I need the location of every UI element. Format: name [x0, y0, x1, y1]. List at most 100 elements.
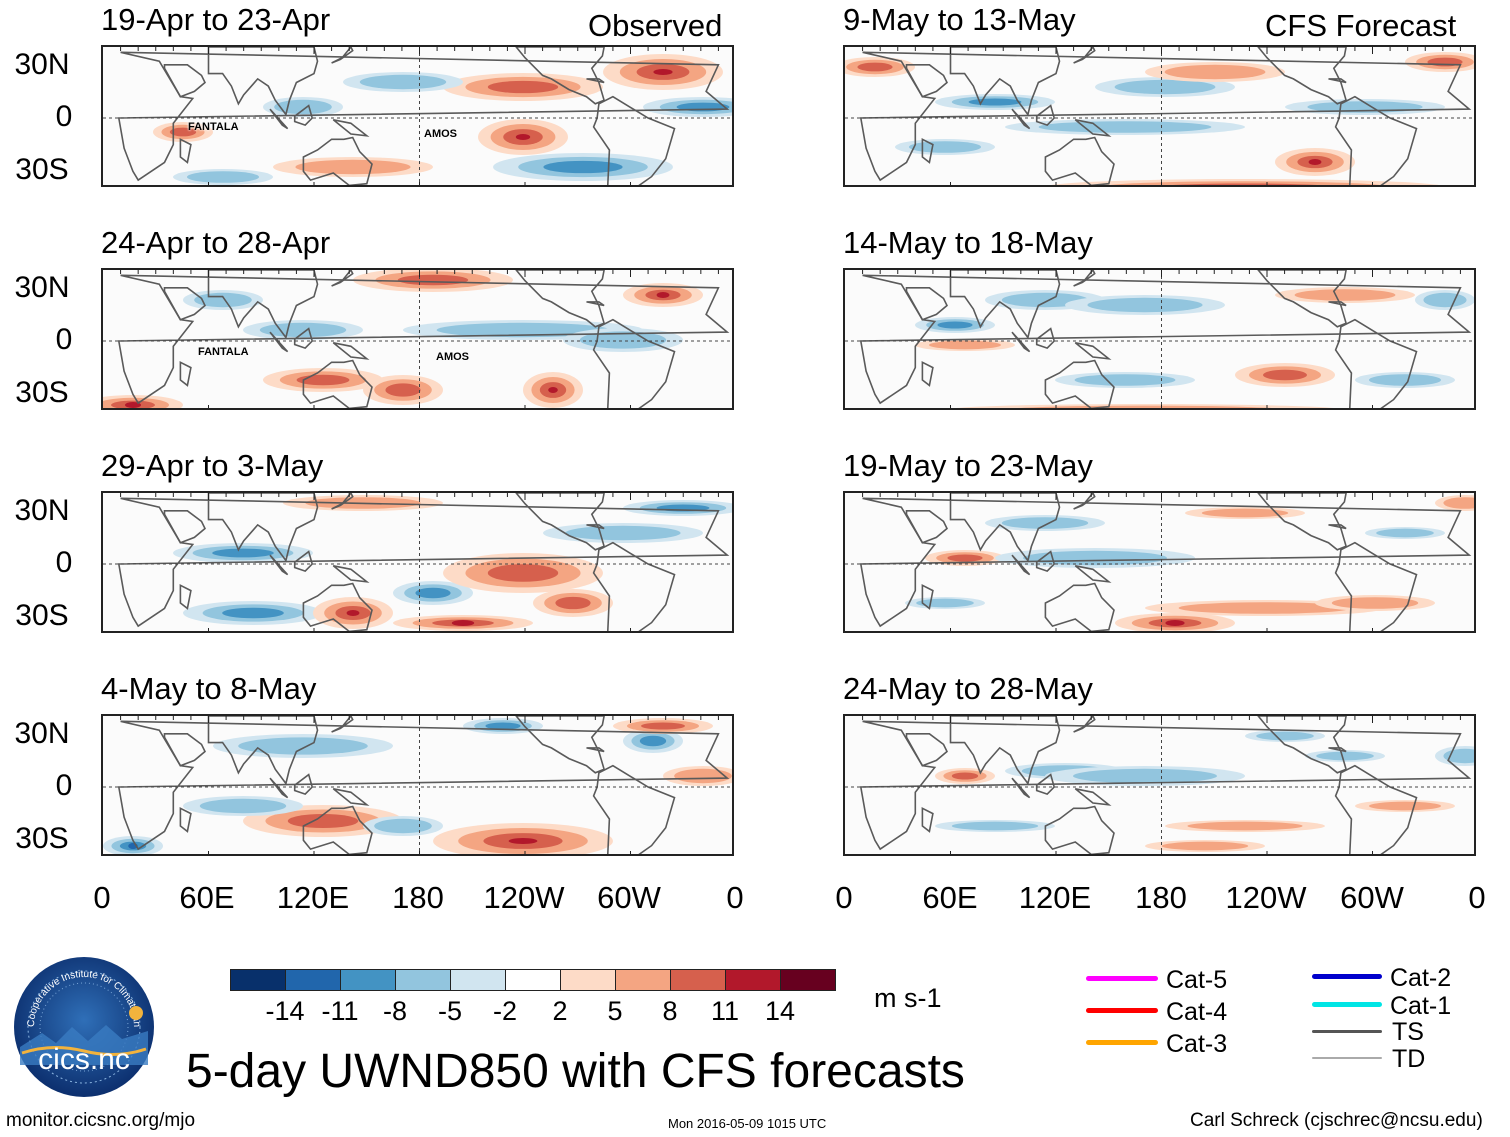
coastline — [515, 716, 606, 774]
lon-label: 60E — [179, 880, 235, 915]
coastline — [1073, 47, 1096, 64]
wind-anomaly-blob — [1316, 751, 1374, 761]
coastline — [1334, 764, 1418, 854]
coastline — [859, 497, 1472, 628]
coastline — [949, 493, 1061, 563]
wind-anomaly-blob — [937, 321, 973, 329]
coastline — [592, 95, 676, 185]
colorbar-tick-label: 2 — [552, 996, 568, 1026]
panel-title: 4-May to 8-May — [101, 671, 317, 706]
wind-anomaly-blob — [1017, 405, 1273, 408]
lon-label: 180 — [392, 880, 444, 915]
colorbar-swatch — [780, 969, 836, 991]
lat-label-eq: 0 — [55, 323, 73, 356]
wind-anomaly-blob — [451, 620, 475, 626]
coastline — [331, 47, 354, 64]
coastline — [905, 510, 948, 544]
coastline — [293, 327, 314, 350]
coastline — [269, 108, 289, 130]
coastline — [293, 550, 314, 573]
coastline — [117, 274, 730, 405]
wind-anomaly-blob — [1023, 550, 1167, 566]
legend-swatch-cat3 — [1086, 1040, 1158, 1045]
colorbar-tick-label: 8 — [662, 996, 678, 1026]
lat-label-30n: 30N — [14, 494, 70, 527]
footer-url: monitor.cicsnc.org/mjo — [6, 1110, 196, 1131]
coastline — [921, 584, 934, 610]
coastline — [179, 807, 192, 833]
legend-label-cat2: Cat-2 — [1390, 964, 1452, 992]
wind-anomaly-blob — [187, 171, 259, 183]
legend-label-cat4: Cat-4 — [1166, 998, 1228, 1026]
colorbar-swatch — [450, 969, 506, 991]
legend-label-ts: TS — [1392, 1018, 1424, 1046]
wind-anomaly-blob — [1256, 731, 1314, 741]
coastline — [515, 493, 606, 551]
lat-label-eq: 0 — [55, 769, 73, 802]
coastline — [1073, 716, 1096, 733]
footer-timestamp: Mon 2016-05-09 1015 UTC — [668, 1116, 827, 1131]
wind-anomaly-blob — [1178, 602, 1352, 614]
coastline — [293, 773, 314, 796]
wind-anomaly-blob — [1423, 292, 1467, 308]
lon-label: 0 — [726, 880, 744, 915]
coastline — [269, 331, 289, 353]
wind-anomaly-blob — [951, 772, 979, 780]
wind-anomaly-blob — [1087, 297, 1203, 313]
wind-anomaly-blob — [909, 141, 981, 153]
coastline — [921, 807, 934, 833]
coastline — [586, 524, 605, 530]
wind-anomaly-blob — [579, 331, 667, 349]
wind-anomaly-blob — [548, 387, 558, 393]
wind-anomaly-blob — [674, 768, 732, 784]
coastline — [1011, 554, 1031, 576]
lon-label: 180 — [1135, 880, 1187, 915]
wind-anomaly-blob — [951, 821, 1039, 831]
wind-anomaly-blob — [1038, 121, 1212, 133]
coastline — [331, 270, 354, 287]
wind-map — [843, 268, 1476, 410]
coastline — [331, 716, 354, 733]
lon-label: 0 — [1468, 880, 1486, 915]
colorbar-tick-label: -8 — [382, 996, 408, 1026]
wind-anomaly-blob — [222, 607, 284, 619]
wind-anomaly-blob — [485, 722, 521, 730]
coastline — [1328, 78, 1347, 84]
coastline — [163, 64, 206, 98]
wind-anomaly-blob — [1161, 841, 1249, 851]
colorbar-swatch — [560, 969, 616, 991]
coastline — [1257, 270, 1348, 328]
wind-map — [843, 45, 1476, 187]
coastline — [1035, 773, 1056, 796]
colorbar-swatch — [725, 969, 781, 991]
lat-label-30n: 30N — [14, 271, 70, 304]
wind-anomaly-blob — [238, 737, 368, 755]
legend-swatch-cat2 — [1312, 974, 1382, 979]
panel-title: 29-Apr to 3-May — [101, 448, 324, 483]
colorbar-tick-label: -5 — [437, 996, 463, 1026]
colorbar-swatch — [505, 969, 561, 991]
wind-anomaly-blob — [1369, 374, 1441, 386]
coastline — [1328, 524, 1347, 530]
legend-label-cat1: Cat-1 — [1390, 992, 1452, 1020]
wind-anomaly-blob — [508, 838, 538, 844]
colorbar-swatch — [340, 969, 396, 991]
coastline — [293, 104, 314, 127]
wind-anomaly-blob — [199, 798, 287, 814]
coastline — [859, 720, 1472, 851]
legend-label-cat3: Cat-3 — [1166, 1030, 1228, 1058]
coastline — [1011, 108, 1031, 130]
lon-label: 0 — [835, 880, 853, 915]
wind-anomaly-blob — [1114, 79, 1216, 95]
cics-logo: Cooperative Institute for Climate and Sa… — [9, 947, 156, 1099]
wind-anomaly-blob — [929, 340, 1001, 350]
coastline — [1328, 747, 1347, 753]
coastline — [859, 51, 1472, 182]
wind-anomaly-blob — [397, 274, 469, 286]
coastline — [859, 274, 1472, 405]
coastline — [1044, 805, 1115, 854]
wind-map — [101, 268, 734, 410]
lon-label: 120W — [483, 880, 565, 915]
wind-anomaly-blob — [1308, 159, 1322, 165]
panel-title: 19-May to 23-May — [843, 448, 1093, 483]
